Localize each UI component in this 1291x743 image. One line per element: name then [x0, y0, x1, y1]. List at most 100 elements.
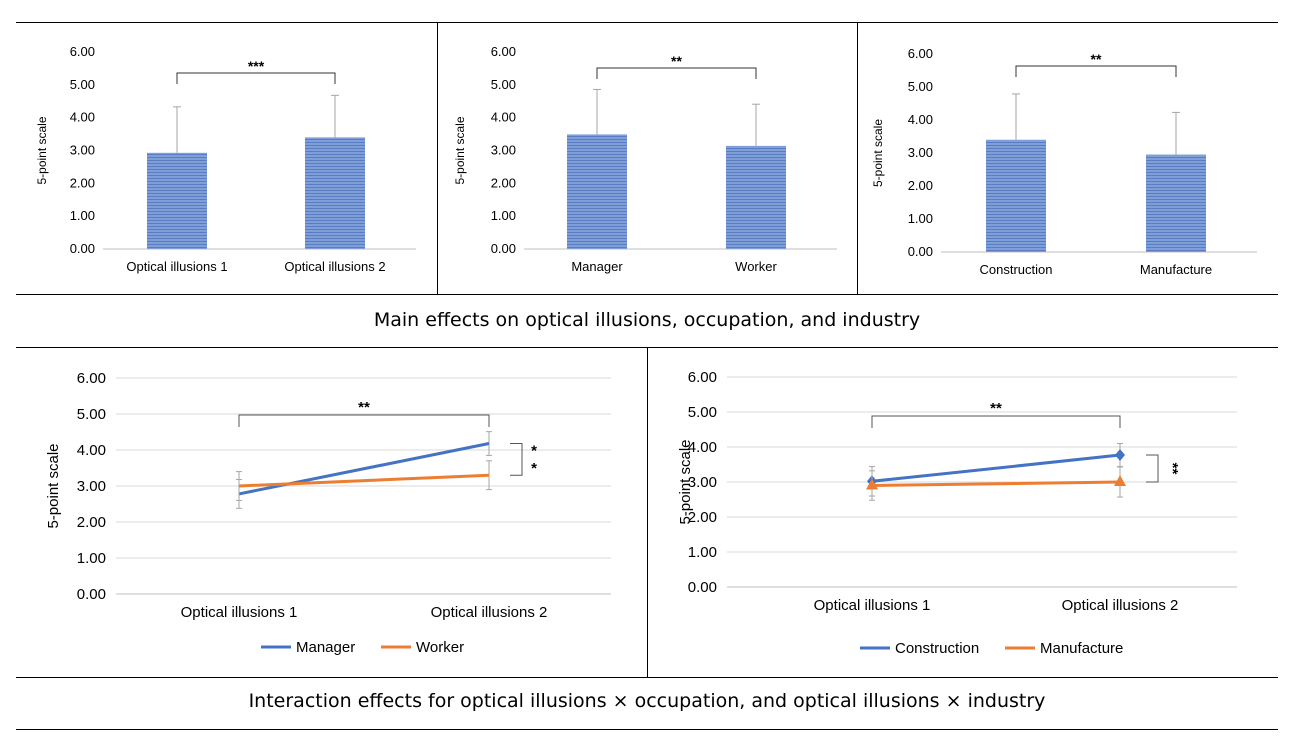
y-tick-label: 5.00 [688, 404, 717, 421]
x-tick-label: Optical illusions 1 [126, 259, 227, 274]
data-point-manufacture [866, 478, 878, 490]
divider-3 [647, 347, 648, 677]
x-tick-label: Worker [735, 259, 777, 274]
y-tick-label: 4.00 [77, 442, 106, 459]
x-tick-label: Optical illusions 2 [1062, 597, 1179, 614]
significance-label: ** [671, 53, 682, 69]
bottom-border [16, 729, 1278, 730]
side-significance-label: * [531, 460, 537, 477]
bar [305, 137, 365, 249]
y-tick-label: 1.00 [70, 208, 95, 223]
bar [726, 145, 786, 249]
series-line-construction [871, 453, 1121, 483]
significance-label: ** [358, 399, 370, 416]
y-tick-label: 2.00 [688, 509, 717, 526]
chart-1-svg: 0.00 1.00 2.00 3.00 4.00 5.00 6.00 5-point scal… [453, 44, 837, 274]
y-axis-label: 5-point scale [677, 439, 694, 524]
series-line-worker [238, 473, 490, 488]
chart-occupation-main-effect: 0.00 1.00 2.00 3.00 4.00 5.00 6.00 5-point scal… [437, 22, 857, 294]
y-tick-label: 3.00 [77, 478, 106, 495]
y-tick-label: 3.00 [70, 143, 95, 158]
significance-bracket [596, 67, 757, 79]
top-panels-bottom-border [16, 294, 1278, 295]
side-significance-label: * [531, 443, 537, 460]
y-tick-label: 6.00 [688, 369, 717, 386]
y-tick-label: 6.00 [491, 44, 516, 59]
y-tick-label: 3.00 [491, 143, 516, 158]
legend-label: Manufacture [1040, 640, 1123, 657]
significance-bracket [176, 72, 336, 84]
x-tick-label: Optical illusions 2 [284, 259, 385, 274]
series-line-manufacture [871, 480, 1121, 487]
chart-industry-main-effect: 0.00 1.00 2.00 3.00 4.00 5.00 6.00 5-point scal… [857, 22, 1278, 294]
y-tick-label: 4.00 [908, 112, 933, 127]
legend-label: Construction [895, 640, 979, 657]
y-tick-label: 5.00 [491, 77, 516, 92]
chart-occupation-interaction: 0.00 1.00 2.00 3.00 4.00 5.00 6.00 5-point scal… [16, 347, 647, 677]
x-tick-label: Optical illusions 1 [181, 604, 298, 621]
caption-main-effects: Main effects on optical illusions, occup… [373, 309, 921, 331]
y-tick-label: 4.00 [491, 110, 516, 125]
divider-1 [437, 22, 438, 294]
y-tick-label: 6.00 [908, 46, 933, 61]
chart-3-svg: 0.00 1.00 2.00 3.00 4.00 5.00 6.00 5-point scal… [45, 370, 611, 656]
y-tick-label: 0.00 [908, 244, 933, 259]
legend-label: Worker [416, 639, 464, 656]
y-tick-label: 6.00 [70, 44, 95, 59]
significance-bracket [1015, 65, 1177, 77]
y-tick-label: 4.00 [688, 439, 717, 456]
y-tick-label: 0.00 [688, 579, 717, 596]
y-tick-label: 1.00 [77, 550, 106, 567]
bottom-panels-bottom-border [16, 677, 1278, 678]
side-significance-label: ** [1164, 463, 1181, 475]
chart-optical-illusions-main-effect: 0.00 1.00 2.00 3.00 4.00 5.00 6.00 5-point scal… [16, 22, 436, 294]
x-tick-label: Manager [571, 259, 623, 274]
chart-0-svg: 0.00 1.00 2.00 3.00 4.00 5.00 6.00 5-point scal… [35, 44, 416, 274]
y-tick-label: 0.00 [77, 586, 106, 603]
x-tick-label: Construction [980, 262, 1053, 277]
x-tick-label: Optical illusions 1 [814, 597, 931, 614]
y-tick-label: 2.00 [70, 175, 95, 190]
data-point-construction [1115, 449, 1125, 462]
bar [1146, 154, 1206, 252]
side-significance-bracket [1146, 454, 1159, 483]
y-tick-label: 5.00 [77, 406, 106, 423]
y-tick-label: 6.00 [77, 370, 106, 387]
y-tick-label: 2.00 [491, 175, 516, 190]
y-tick-label: 1.00 [491, 208, 516, 223]
bar [147, 152, 207, 249]
data-point-manufacture [1114, 475, 1126, 486]
y-tick-label: 0.00 [70, 241, 95, 256]
divider-2 [857, 22, 858, 294]
significance-label: ** [990, 400, 1002, 417]
y-axis-label: 5-point scale [45, 443, 62, 528]
x-tick-label: Optical illusions 2 [431, 604, 548, 621]
y-axis-label: 5-point scale [453, 116, 467, 184]
y-axis-label: 5-point scale [35, 116, 49, 184]
y-tick-label: 5.00 [70, 77, 95, 92]
top-border [16, 22, 1278, 23]
chart-4-svg: 0.00 1.00 2.00 3.00 4.00 5.00 6.00 5-point scal… [677, 369, 1237, 657]
side-significance-bracket [510, 443, 523, 476]
significance-label: *** [248, 58, 265, 74]
bar [567, 134, 627, 249]
chart-2-svg: 0.00 1.00 2.00 3.00 4.00 5.00 6.00 5-point scal… [871, 46, 1257, 277]
legend-label: Manager [296, 639, 355, 656]
y-tick-label: 3.00 [908, 145, 933, 160]
chart-industry-interaction: 0.00 1.00 2.00 3.00 4.00 5.00 6.00 5-point scal… [647, 347, 1278, 677]
y-tick-label: 0.00 [491, 241, 516, 256]
significance-bracket [238, 414, 490, 427]
y-tick-label: 2.00 [77, 514, 106, 531]
y-axis-label: 5-point scale [871, 119, 885, 187]
y-tick-label: 1.00 [908, 211, 933, 226]
significance-bracket [871, 415, 1121, 428]
significance-label: ** [1091, 51, 1102, 67]
x-tick-label: Manufacture [1140, 262, 1212, 277]
y-tick-label: 4.00 [70, 110, 95, 125]
y-tick-label: 5.00 [908, 79, 933, 94]
y-tick-label: 2.00 [908, 178, 933, 193]
y-tick-label: 1.00 [688, 544, 717, 561]
caption-interaction-effects: Interaction effects for optical illusion… [248, 690, 1046, 712]
bar [986, 139, 1046, 252]
y-tick-label: 3.00 [688, 474, 717, 491]
